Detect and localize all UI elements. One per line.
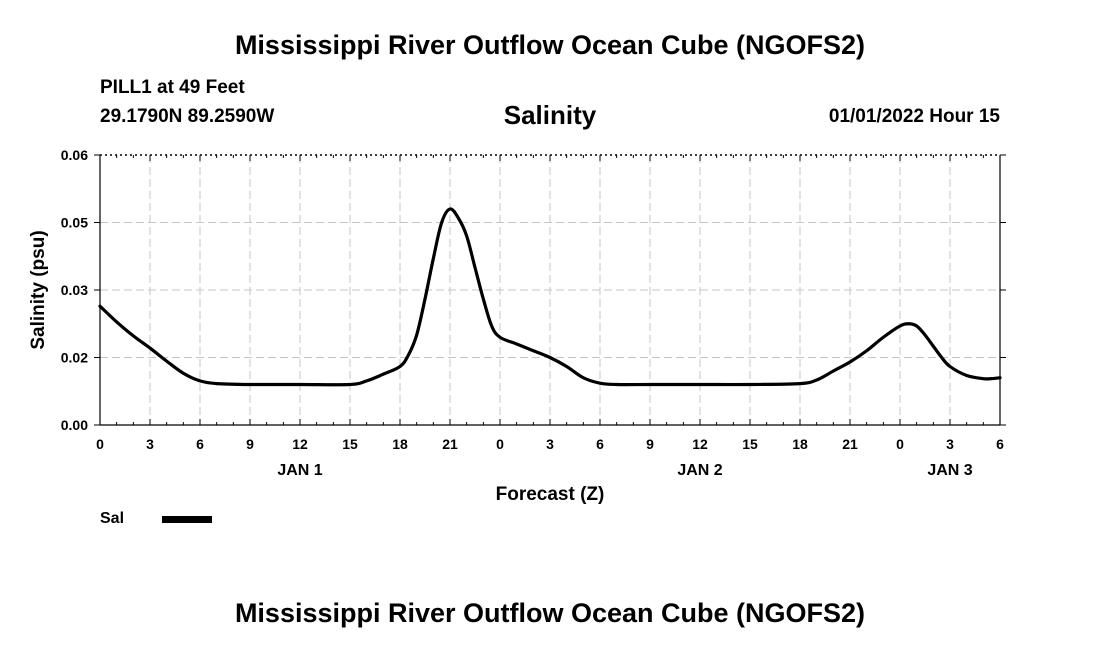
forecast-datetime: 01/01/2022 Hour 15 xyxy=(828,106,1000,127)
y-tick-label: 0.02 xyxy=(61,350,88,366)
x-tick-label: 3 xyxy=(946,436,954,452)
x-tick-label: 18 xyxy=(792,436,808,452)
x-tick-label: 21 xyxy=(842,436,858,452)
series-line-salinity xyxy=(98,207,1002,387)
y-axis-title: Salinity (psu) xyxy=(28,230,49,349)
x-tick-label: 21 xyxy=(442,436,458,452)
x-tick-label: 6 xyxy=(196,436,204,452)
legend-label: Sal xyxy=(100,510,125,527)
x-tick-label: 18 xyxy=(392,436,408,452)
y-tick-label: 0.05 xyxy=(61,215,88,231)
x-tick-label: 6 xyxy=(996,436,1004,452)
x-tick-label: 15 xyxy=(342,436,358,452)
x-tick-label: 12 xyxy=(692,436,708,452)
x-axis-title: Forecast (Z) xyxy=(496,484,605,505)
station-coordinates: 29.1790N 89.2590W xyxy=(100,106,275,127)
x-tick-label: 0 xyxy=(896,436,904,452)
x-tick-label: 0 xyxy=(496,436,504,452)
date-label: JAN 2 xyxy=(677,462,722,479)
legend-swatch xyxy=(162,516,212,523)
x-tick-label: 15 xyxy=(742,436,758,452)
station-label: PILL1 at 49 Feet xyxy=(100,77,245,98)
y-tick-label: 0.00 xyxy=(61,417,88,433)
x-tick-label: 3 xyxy=(146,436,154,452)
x-tick-label: 9 xyxy=(646,436,654,452)
page-title: Mississippi River Outflow Ocean Cube (NG… xyxy=(234,30,866,60)
y-tick-label: 0.03 xyxy=(61,282,88,298)
date-label: JAN 3 xyxy=(927,462,972,479)
x-tick-label: 9 xyxy=(246,436,254,452)
x-tick-label: 0 xyxy=(96,436,104,452)
x-tick-label: 12 xyxy=(292,436,308,452)
date-label: JAN 1 xyxy=(277,462,322,479)
footer-title: Mississippi River Outflow Ocean Cube (NG… xyxy=(234,598,866,628)
chart-title: Salinity xyxy=(503,100,597,130)
y-tick-label: 0.06 xyxy=(61,147,88,163)
x-tick-label: 6 xyxy=(596,436,604,452)
x-tick-label: 3 xyxy=(546,436,554,452)
